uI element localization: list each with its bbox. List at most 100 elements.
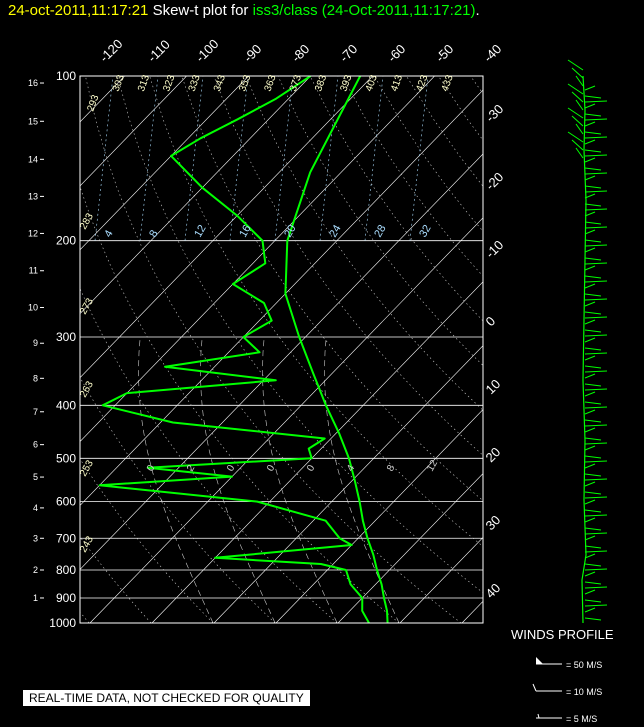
wind-barb <box>584 617 602 621</box>
wind-barb <box>584 424 608 427</box>
wind-barb <box>584 244 608 247</box>
moist-adiabat <box>200 336 276 623</box>
wind-barb <box>584 355 596 361</box>
isotherm-line <box>80 153 483 570</box>
isotherm-line <box>151 281 483 623</box>
wind-barb <box>584 563 602 567</box>
wind-barb <box>584 473 602 477</box>
wind-barb <box>584 139 596 145</box>
wind-barb <box>584 100 608 103</box>
height-tick-label: 16 <box>28 78 38 88</box>
wind-barb <box>567 83 584 95</box>
wind-barb <box>584 388 608 391</box>
wind-barb <box>584 280 608 283</box>
moist-adiabat <box>324 336 400 623</box>
wind-barb <box>584 301 596 307</box>
wind-barb <box>584 481 596 487</box>
wind-barb <box>584 401 602 405</box>
wind-barb <box>584 352 608 355</box>
wind-barb <box>584 193 596 199</box>
legend-5: = 5 M/S <box>566 714 598 724</box>
dry-adiabat <box>80 185 400 623</box>
dry-adiabat <box>309 76 483 322</box>
wind-barb <box>584 293 602 297</box>
wind-barb <box>584 257 602 261</box>
height-tick-label: 15 <box>28 116 38 126</box>
wind-barb <box>584 373 596 379</box>
wind-barb <box>584 427 596 433</box>
wind-barb <box>584 316 608 319</box>
height-tick-label: 4 <box>33 503 38 513</box>
mixing-ratio-label: 8 <box>147 228 160 239</box>
wind-staff <box>581 75 587 624</box>
height-tick-label: 11 <box>29 266 38 276</box>
wind-barb <box>571 139 584 151</box>
wind-barb <box>584 311 602 315</box>
isotherm-line <box>80 76 249 251</box>
temperature-trace <box>284 76 389 623</box>
pressure-tick-label: 800 <box>56 563 76 577</box>
wind-barb <box>584 499 596 505</box>
height-tick-label: 10 <box>28 303 38 313</box>
wind-barb <box>584 599 602 603</box>
isotherm-line <box>337 473 483 623</box>
theta-e-label: 12 <box>425 458 440 474</box>
wind-barb <box>584 460 608 463</box>
wind-barb <box>584 514 608 517</box>
isotherm-line <box>80 89 483 506</box>
height-tick-label: 8 <box>33 373 38 383</box>
height-tick-label: 7 <box>33 407 38 417</box>
wind-barb <box>584 275 602 279</box>
mixing-ratio-label: 28 <box>372 223 389 240</box>
wind-barb <box>584 437 602 441</box>
wind-barb <box>584 337 596 343</box>
wind-barb <box>567 107 584 119</box>
wind-barb <box>584 265 596 271</box>
dry-adiabat <box>85 76 462 623</box>
wind-barb <box>584 283 596 289</box>
height-tick-label: 13 <box>28 191 38 201</box>
height-tick-label: 3 <box>33 533 38 543</box>
wind-barb <box>584 568 608 571</box>
height-tick-label: 6 <box>33 440 38 450</box>
wind-barb <box>584 298 608 301</box>
title-prefix: Skew-t plot for <box>152 2 249 19</box>
moist-adiabat <box>262 336 338 623</box>
wind-barb <box>575 99 584 111</box>
wind-barb <box>584 154 608 157</box>
theta-e-label: 4 <box>345 463 358 474</box>
isotherm-line <box>80 76 187 187</box>
wind-barb <box>584 185 602 189</box>
wind-barb <box>575 123 584 135</box>
mixing-ratio-label: 16 <box>237 223 254 240</box>
wind-barb <box>584 221 602 225</box>
title-end: . <box>475 2 480 19</box>
wind-barb <box>584 527 602 531</box>
wind-barb <box>584 607 596 613</box>
isotherm-line <box>80 76 311 315</box>
wind-barb <box>584 203 602 207</box>
title-source: iss3/class (24-Oct-2011,11:17:21) <box>252 2 476 19</box>
wind-barb <box>584 589 596 595</box>
wind-barb <box>584 370 608 373</box>
height-tick-label: 14 <box>28 154 38 164</box>
pressure-tick-label: 900 <box>56 591 76 605</box>
wind-barb <box>584 517 596 523</box>
pressure-tick-label: 1000 <box>49 616 76 630</box>
wind-barb <box>584 455 602 459</box>
wind-barb <box>584 172 608 175</box>
wind-barb <box>584 211 596 217</box>
wind-barb <box>584 365 602 369</box>
legend-50-pennant <box>536 657 543 664</box>
wind-barb <box>584 175 596 181</box>
wind-barb <box>584 391 596 397</box>
wind-barb <box>584 121 596 127</box>
isotherm-line <box>80 76 373 379</box>
wind-barb <box>584 103 596 109</box>
theta-e-label: 0 <box>265 463 278 474</box>
wind-barb <box>584 118 608 121</box>
pressure-tick-label: 400 <box>56 398 76 412</box>
wind-barb <box>584 167 602 171</box>
theta-e-label: 8 <box>385 463 398 474</box>
